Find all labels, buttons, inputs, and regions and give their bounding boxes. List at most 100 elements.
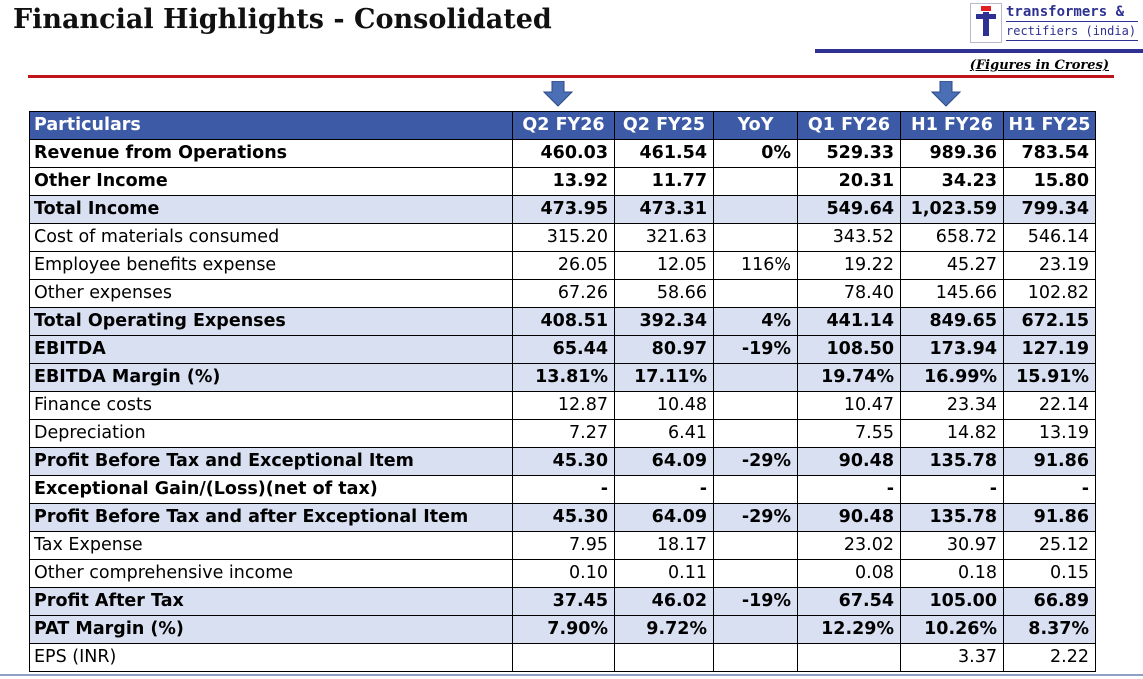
table-cell: 67.54 [797,587,901,616]
table-row: Tax Expense 7.95 18.17 23.02 30.97 25.12 [29,531,1096,560]
table-cell: 102.82 [1003,279,1096,308]
row-label: EBITDA [29,335,513,364]
row-label: Finance costs [29,391,513,420]
row-label: Tax Expense [29,531,513,560]
table-cell: 321.63 [614,223,714,252]
logo-line-1: transformers & [1006,3,1138,22]
table-cell: 20.31 [797,167,901,196]
table-cell [797,643,901,672]
table-cell: 13.19 [1003,419,1096,448]
table-cell: 10.47 [797,391,901,420]
table-cell: - [900,475,1004,504]
table-cell: 135.78 [900,447,1004,476]
table-cell: 22.14 [1003,391,1096,420]
table-row: Profit After Tax 37.45 46.02 -19% 67.54 105.0… [29,587,1096,616]
table-row: Total Operating Expenses 408.51 392.34 4% 44… [29,307,1096,336]
row-label: Depreciation [29,419,513,448]
table-cell: 441.14 [797,307,901,336]
table-row: EBITDA Margin (%) 13.81% 17.11% 19.74% 16.99… [29,363,1096,392]
table-cell: 12.29% [797,615,901,644]
table-cell: 45.27 [900,251,1004,280]
table-cell: 315.20 [512,223,615,252]
row-label: Employee benefits expense [29,251,513,280]
table-cell: 58.66 [614,279,714,308]
table-row: Employee benefits expense 26.05 12.05 116% 1… [29,251,1096,280]
footer-divider [0,674,1143,676]
table-cell: 37.45 [512,587,615,616]
table-cell: 25.12 [1003,531,1096,560]
table-cell: 65.44 [512,335,615,364]
table-cell: - [1003,475,1096,504]
table-cell: 64.09 [614,447,714,476]
table-row: Profit Before Tax and after Exceptional … [29,503,1096,532]
table-cell: 672.15 [1003,307,1096,336]
table-cell: 1,023.59 [900,195,1004,224]
table-cell: 108.50 [797,335,901,364]
table-cell: 549.64 [797,195,901,224]
column-header: YoY [713,111,798,140]
table-cell: - [512,475,615,504]
table-row: Total Income 473.95 473.31 549.64 1,023.59 79… [29,195,1096,224]
column-header: Q1 FY26 [797,111,901,140]
table-cell: 13.81% [512,363,615,392]
column-header: H1 FY25 [1003,111,1096,140]
table-cell: 15.91% [1003,363,1096,392]
table-cell: 105.00 [900,587,1004,616]
table-cell: 14.82 [900,419,1004,448]
table-cell [713,223,798,252]
table-cell: 10.26% [900,615,1004,644]
table-header-row: Particulars Q2 FY26 Q2 FY25 YoY Q1 FY26 … [29,111,1096,140]
table-cell [713,167,798,196]
table-cell: 90.48 [797,447,901,476]
row-label: Profit Before Tax and Exceptional Item [29,447,513,476]
table-row: EBITDA 65.44 80.97 -19% 108.50 173.94 127.19 [29,335,1096,364]
table-cell: 0.11 [614,559,714,588]
table-row: Other expenses 67.26 58.66 78.40 145.66 102.8… [29,279,1096,308]
table-cell: 135.78 [900,503,1004,532]
table-row: EPS (INR) 3.37 2.22 [29,643,1096,672]
table-row: Other comprehensive income 0.10 0.11 0.08 0.… [29,559,1096,588]
page-title: Financial Highlights - Consolidated [13,4,552,35]
table-cell: -29% [713,447,798,476]
table-cell: 9.72% [614,615,714,644]
table-cell: 0.15 [1003,559,1096,588]
table-cell: 46.02 [614,587,714,616]
table-cell [512,643,615,672]
row-label: Other Income [29,167,513,196]
table-cell: - [797,475,901,504]
table-cell: 16.99% [900,363,1004,392]
table-cell: 15.80 [1003,167,1096,196]
column-header: Q2 FY26 [512,111,615,140]
table-cell: 658.72 [900,223,1004,252]
table-cell: 2.22 [1003,643,1096,672]
table-cell: 473.95 [512,195,615,224]
table-cell: 12.87 [512,391,615,420]
table-cell: 17.11% [614,363,714,392]
table-cell: 6.41 [614,419,714,448]
row-label: Other expenses [29,279,513,308]
row-label: Revenue from Operations [29,139,513,168]
table-cell [713,195,798,224]
table-cell: 546.14 [1003,223,1096,252]
header-divider-blue [815,49,1143,53]
row-label: EBITDA Margin (%) [29,363,513,392]
table-row: Finance costs 12.87 10.48 10.47 23.34 22.14 [29,391,1096,420]
table-cell: 529.33 [797,139,901,168]
table-cell: - [614,475,714,504]
table-cell: 10.48 [614,391,714,420]
row-label: EPS (INR) [29,643,513,672]
table-cell: 19.22 [797,251,901,280]
table-cell [614,643,714,672]
table-cell: 30.97 [900,531,1004,560]
table-cell: 783.54 [1003,139,1096,168]
table-cell [713,615,798,644]
table-cell: 408.51 [512,307,615,336]
table-cell: 7.55 [797,419,901,448]
table-cell: 799.34 [1003,195,1096,224]
table-cell: 19.74% [797,363,901,392]
table-cell: 23.02 [797,531,901,560]
figures-note: (Figures in Crores) [969,58,1109,73]
table-cell: 173.94 [900,335,1004,364]
table-cell: 45.30 [512,503,615,532]
column-header: H1 FY26 [900,111,1004,140]
